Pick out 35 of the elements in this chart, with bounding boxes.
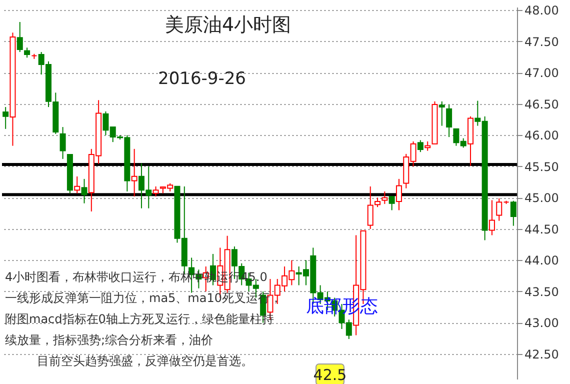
candlestick — [424, 140, 431, 152]
annotation: 目前空头趋势强盛，反弹做空仍是首选。 — [37, 354, 253, 368]
candlestick — [16, 22, 23, 53]
candlestick — [2, 106, 9, 130]
annotation: 一线形成反弹第一阻力位，ma5、ma10死叉运行， — [5, 291, 282, 305]
chart-title: 美原油4小时图 — [164, 14, 292, 36]
y-tick-label: 44.00 — [524, 254, 559, 268]
y-tick-label: 47.00 — [524, 66, 559, 80]
candlestick — [24, 47, 30, 58]
y-tick-label: 48.00 — [524, 4, 559, 18]
candlestick — [396, 178, 402, 211]
y-tick-label: 45.50 — [524, 160, 559, 174]
candlestick — [382, 190, 388, 204]
candlestick — [438, 100, 445, 126]
annotation: 续放量，指标强势;综合分析来看，油价 — [5, 333, 214, 347]
text: 2016-9-26 — [158, 69, 246, 89]
y-tick-label: 45.00 — [524, 191, 559, 206]
y-tick-label: 43.50 — [524, 284, 559, 299]
candlestick — [131, 148, 138, 197]
candlestick — [496, 198, 502, 222]
candlestick — [488, 200, 495, 236]
candlestick — [152, 186, 159, 197]
candlestick — [81, 178, 88, 204]
candlestick — [446, 104, 452, 138]
y-tick-label: 43.00 — [524, 316, 559, 330]
y-tick-label: 46.50 — [524, 97, 559, 112]
y-tick-label: 47.50 — [524, 34, 559, 49]
candlestick — [388, 196, 395, 211]
candlestick — [60, 126, 66, 160]
y-tick-label: 46.00 — [524, 128, 559, 143]
candlestick — [510, 200, 516, 226]
candlestick — [417, 140, 424, 153]
y-tick-label: 44.50 — [524, 222, 559, 236]
candlestick — [74, 176, 80, 194]
y-tick-label: 42.50 — [524, 347, 559, 362]
